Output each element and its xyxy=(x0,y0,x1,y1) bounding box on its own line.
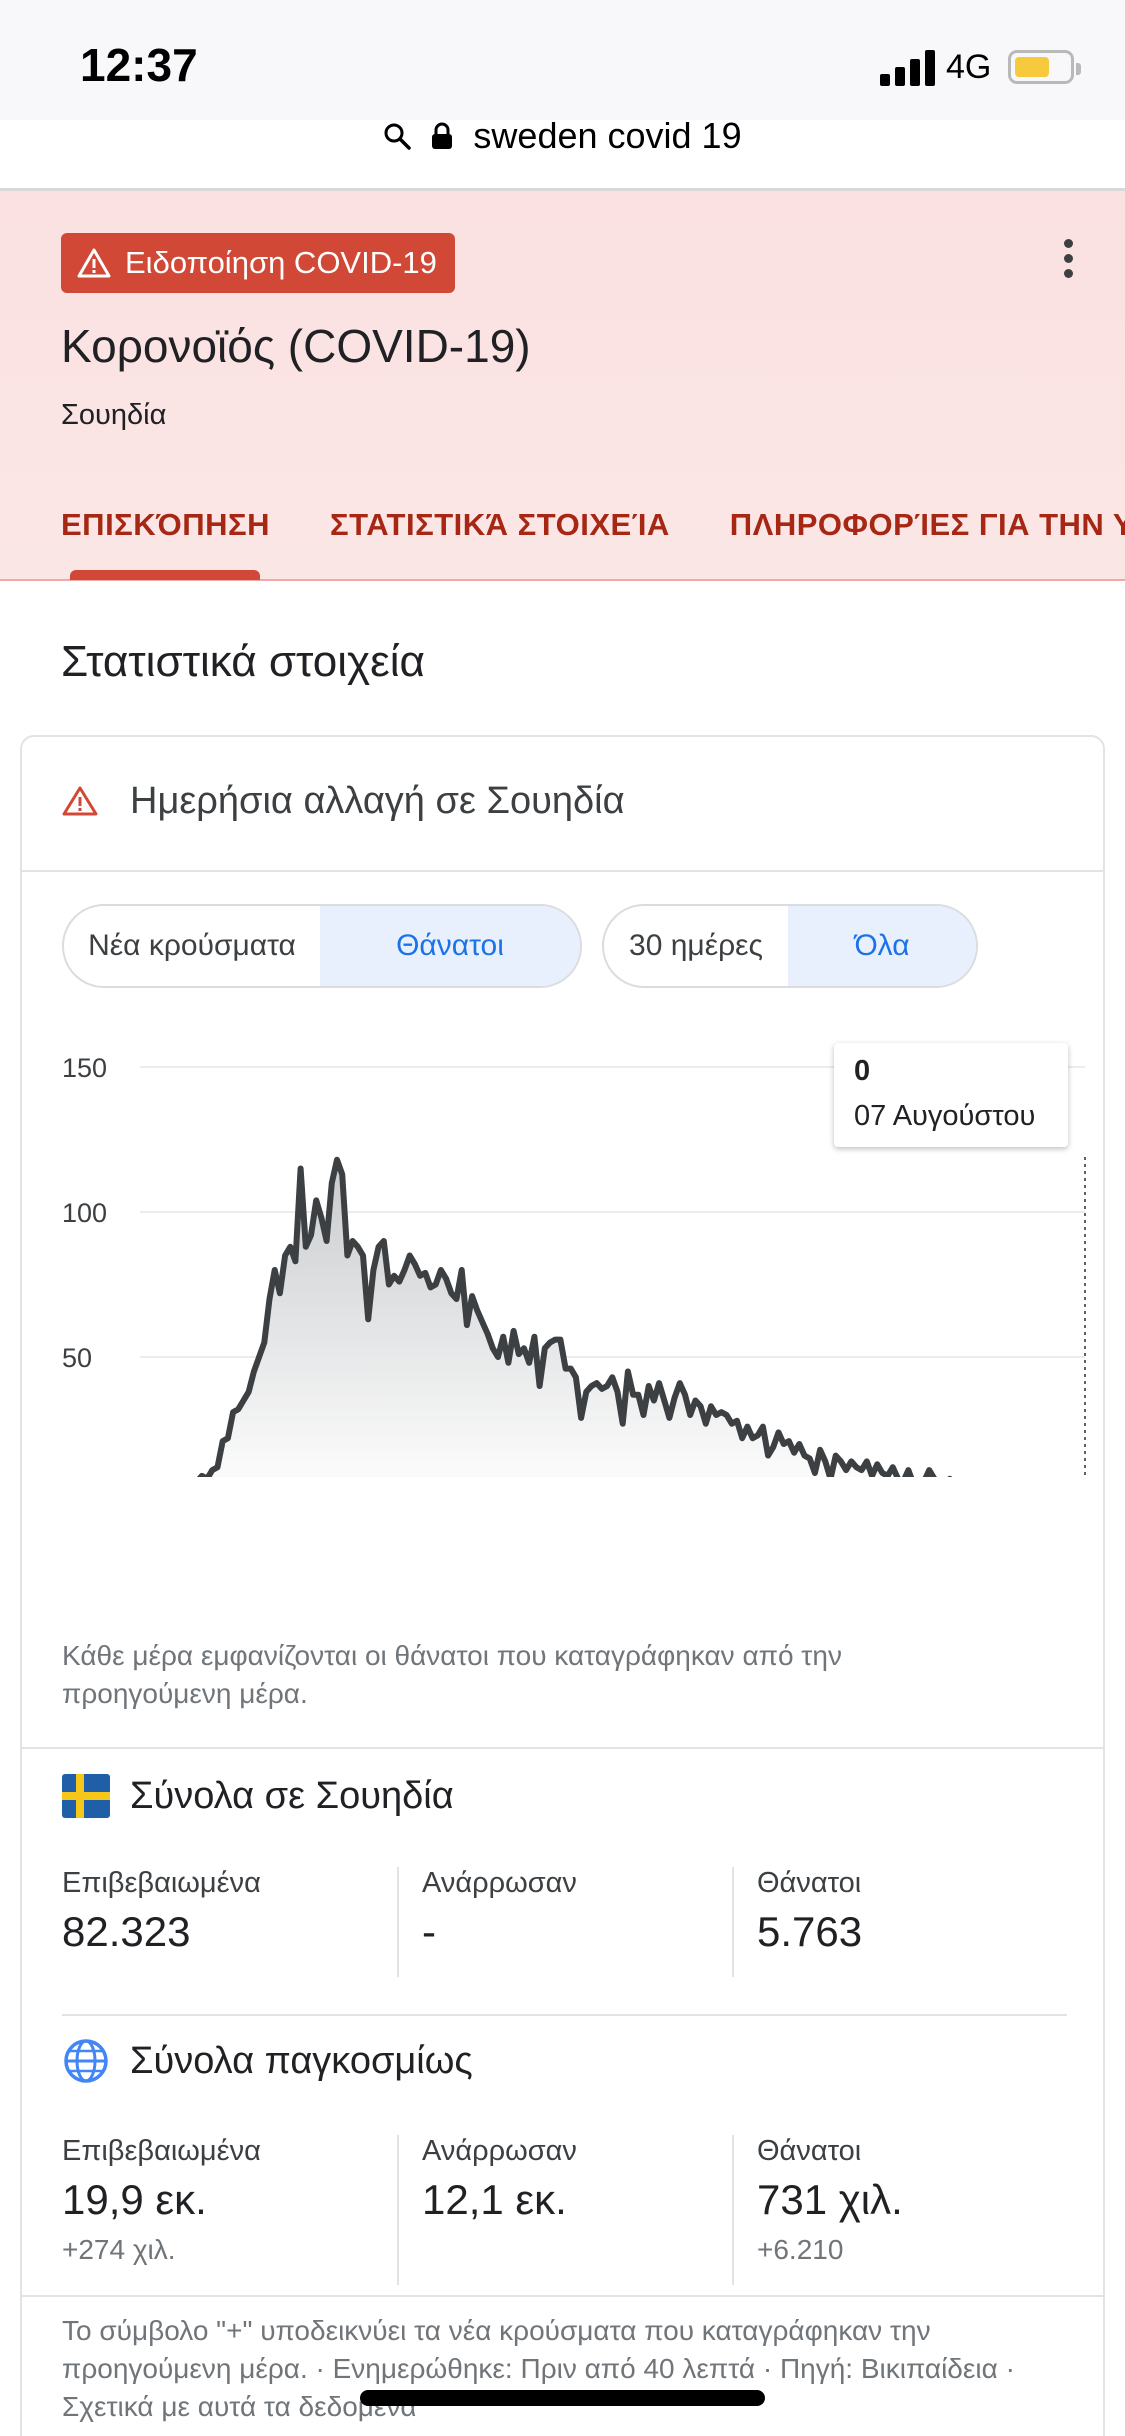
lock-icon xyxy=(431,117,453,159)
globe-icon xyxy=(64,2039,108,2083)
header-tabs: ΕΠΙΣΚΌΠΗΣΗ ΣΤΑΤΙΣΤΙΚΆ ΣΤΟΙΧΕΊΑ ΠΛΗΡΟΦΟΡΊΕΣ… xyxy=(61,507,1125,543)
divider xyxy=(62,2014,1067,2016)
stats-card: Ημερήσια αλλαγή σε Σουηδία Νέα κρούσματα… xyxy=(20,735,1105,2436)
stat-delta: +274 χιλ. xyxy=(62,2234,176,2265)
toggle-new-cases[interactable]: Νέα κρούσματα xyxy=(88,929,296,962)
section-title: Στατιστικά στοιχεία xyxy=(61,637,425,686)
country-deaths: Θάνατοι 5.763 xyxy=(757,1867,862,1956)
sweden-flag-icon xyxy=(62,1774,110,1818)
country-recovered: Ανάρρωσαν - xyxy=(422,1867,577,1956)
chart-svg: 05010015025 Μαρ26 Απρ28 Μαΐ29 Ιουν1 Αυγ xyxy=(62,1053,1086,1477)
toggle-all[interactable]: Όλα xyxy=(788,906,976,986)
divider xyxy=(732,1867,734,1977)
divider xyxy=(732,2135,734,2285)
tab-statistics[interactable]: ΣΤΑΤΙΣΤΙΚΆ ΣΤΟΙΧΕΊΑ xyxy=(330,507,670,542)
signal-icon xyxy=(880,50,936,86)
stat-value: - xyxy=(422,1908,436,1955)
y-tick-label: 150 xyxy=(62,1053,107,1083)
page-title: Κορονοϊός (COVID-19) xyxy=(61,320,531,372)
series-line xyxy=(196,1156,953,1477)
country-confirmed: Επιβεβαιωμένα 82.323 xyxy=(62,1867,261,1956)
url-text: sweden covid 19 xyxy=(473,115,742,156)
location-label: Σουηδία xyxy=(61,399,167,431)
chart-footnote: Κάθε μέρα εμφανίζονται οι θάνατοι που κα… xyxy=(62,1640,842,1709)
chart-tooltip: 0 07 Αυγούστου xyxy=(834,1043,1068,1147)
stat-label: Ανάρρωσαν xyxy=(422,1867,577,1899)
warning-icon xyxy=(77,248,111,278)
more-options-icon[interactable] xyxy=(1060,239,1076,283)
status-time: 12:37 xyxy=(80,39,198,91)
stat-label: Ανάρρωσαν xyxy=(422,2135,577,2167)
status-bar: 12:37 4G sweden covid 19 xyxy=(0,0,1125,156)
stat-label: Θάνατοι xyxy=(757,1867,862,1899)
bottom-note: Το σύμβολο "+" υποδεικνύει τα νέα κρούσμ… xyxy=(62,2315,1015,2422)
stat-value: 12,1 εκ. xyxy=(422,2176,567,2223)
tab-indicator xyxy=(70,570,260,580)
tab-info[interactable]: ΠΛΗΡΟΦΟΡΊΕΣ ΓΙΑ ΤΗΝ Υ xyxy=(729,507,1125,542)
address-bar[interactable]: sweden covid 19 xyxy=(0,115,1125,159)
network-type: 4G xyxy=(946,48,992,86)
deaths-chart[interactable]: 05010015025 Μαρ26 Απρ28 Μαΐ29 Ιουν1 Αυγ xyxy=(42,1037,1087,1477)
metric-toggle: Νέα κρούσματα Θάνατοι xyxy=(62,904,582,988)
tooltip-date: 07 Αυγούστου xyxy=(854,1100,1036,1132)
world-totals-title: Σύνολα παγκοσμίως xyxy=(62,2037,473,2085)
stat-value: 731 χιλ. xyxy=(757,2176,903,2223)
battery-icon xyxy=(1008,50,1081,84)
covid-alert-chip[interactable]: Ειδοποίηση COVID-19 xyxy=(61,233,455,293)
tooltip-value: 0 xyxy=(854,1055,871,1087)
divider xyxy=(397,2135,399,2285)
stat-delta: +6.210 xyxy=(757,2234,844,2265)
world-deaths: Θάνατοι 731 χιλ. +6.210 xyxy=(757,2135,903,2266)
warning-icon xyxy=(62,786,98,816)
covid-header: Ειδοποίηση COVID-19 Κορονοϊός (COVID-19)… xyxy=(0,191,1125,581)
stat-label: Θάνατοι xyxy=(757,2135,862,2167)
card-title: Ημερήσια αλλαγή σε Σουηδία xyxy=(130,780,625,822)
divider xyxy=(22,1747,1103,1749)
stat-label: Επιβεβαιωμένα xyxy=(62,1867,261,1899)
world-recovered: Ανάρρωσαν 12,1 εκ. xyxy=(422,2135,577,2224)
range-toggle: 30 ημέρες Όλα xyxy=(602,904,978,988)
stat-value: 5.763 xyxy=(757,1908,863,1955)
y-tick-label: 100 xyxy=(62,1198,107,1228)
series-area xyxy=(200,1159,934,1477)
toggle-30-days[interactable]: 30 ημέρες xyxy=(629,929,763,962)
search-icon xyxy=(383,117,412,159)
stat-label: Επιβεβαιωμένα xyxy=(62,2135,261,2167)
toggle-deaths[interactable]: Θάνατοι xyxy=(320,906,580,986)
divider xyxy=(397,1867,399,1977)
card-header: Ημερήσια αλλαγή σε Σουηδία xyxy=(22,737,1103,872)
y-tick-label: 50 xyxy=(62,1343,92,1373)
world-confirmed: Επιβεβαιωμένα 19,9 εκ. +274 χιλ. xyxy=(62,2135,261,2266)
tab-overview[interactable]: ΕΠΙΣΚΌΠΗΣΗ xyxy=(61,507,270,542)
stat-value: 19,9 εκ. xyxy=(62,2176,207,2223)
country-totals-title: Σύνολα σε Σουηδία xyxy=(62,1772,454,1820)
stat-value: 82.323 xyxy=(62,1908,191,1955)
alert-label: Ειδοποίηση COVID-19 xyxy=(125,245,437,280)
divider xyxy=(22,2295,1103,2297)
world-totals-label: Σύνολα παγκοσμίως xyxy=(130,2039,473,2082)
browser-divider xyxy=(0,188,1125,191)
home-indicator xyxy=(360,2390,765,2406)
country-totals-label: Σύνολα σε Σουηδία xyxy=(130,1774,454,1817)
